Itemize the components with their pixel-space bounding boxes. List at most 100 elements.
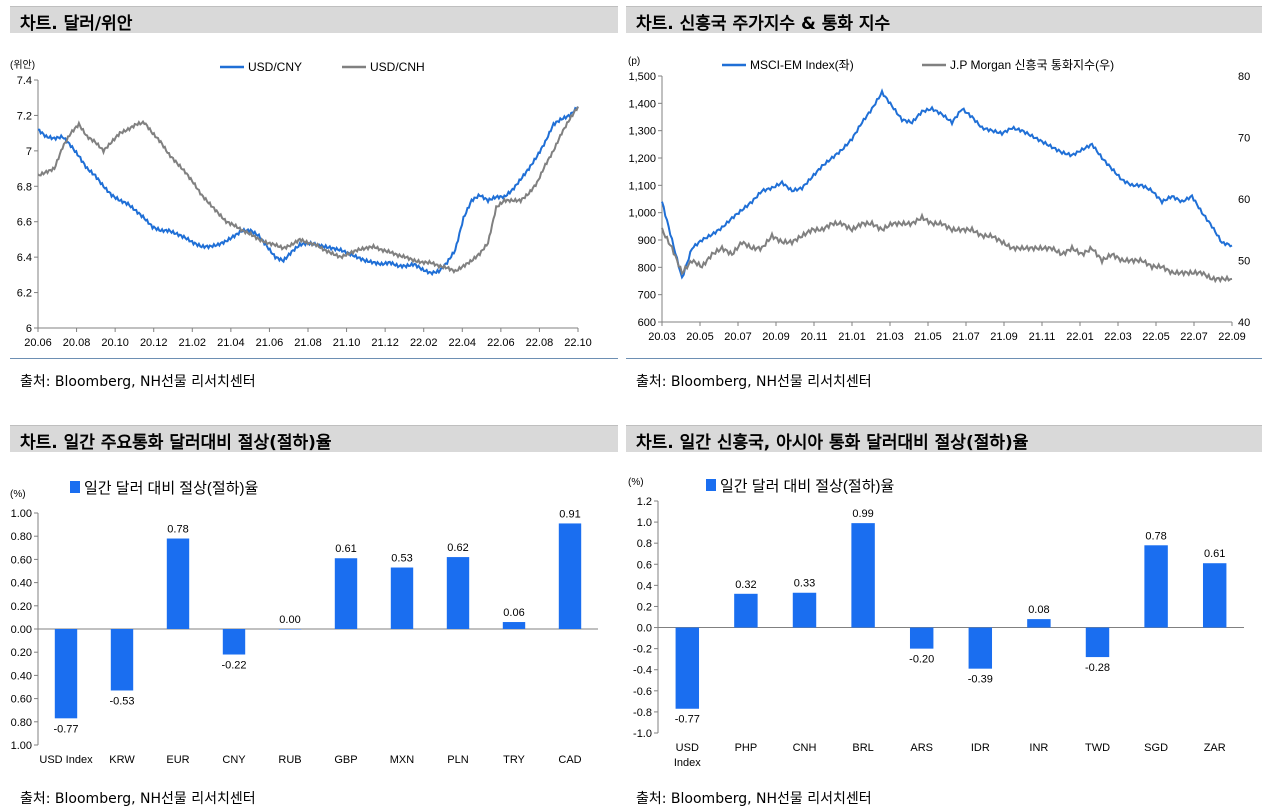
y2-tick-label: 60: [1238, 194, 1250, 206]
x-tick-label: 21.12: [371, 337, 399, 349]
y-tick-label: 1,300: [628, 126, 656, 138]
data-label: 0.99: [852, 508, 873, 520]
y-tick-label: 0.8: [637, 538, 652, 550]
category-label: KRW: [109, 754, 135, 766]
x-tick-label: 21.10: [333, 337, 361, 349]
bar: [222, 629, 246, 655]
x-tick-label: 20.03: [648, 331, 676, 343]
data-label: 0.08: [1028, 604, 1049, 616]
y-tick-label: -0.4: [633, 665, 652, 677]
x-tick-label: 21.01: [838, 331, 866, 343]
x-tick-label: 20.08: [63, 337, 91, 349]
legend-swatch: [70, 481, 80, 493]
y-tick-label: 0.0: [637, 623, 652, 635]
x-tick-label: 20.12: [140, 337, 168, 349]
y-tick-label: 1,100: [628, 180, 656, 192]
y-tick-label: 7.2: [17, 110, 32, 122]
y-tick-label: 7.4: [17, 75, 32, 87]
y-tick-label: 0.20: [11, 601, 32, 613]
y-tick-label: 1.2: [637, 496, 652, 508]
panel-header: 차트. 달러/위안: [10, 6, 618, 34]
x-tick-label: 22.02: [410, 337, 438, 349]
chart-container: (p) 600 700 800 900 1,000 1,100 1,200 1,300 1,400…: [626, 42, 1262, 367]
bar: [558, 523, 582, 629]
divider: [626, 358, 1262, 359]
x-tick-label: 21.04: [217, 337, 245, 349]
bar: [1027, 619, 1051, 628]
bar: [54, 629, 78, 719]
y-tick-label: 0.00: [11, 624, 32, 636]
data-label: 0.53: [391, 553, 412, 565]
y-tick-label: 600: [638, 317, 656, 329]
y-tick-label: 1,400: [628, 98, 656, 110]
x-tick-label: 22.03: [1104, 331, 1132, 343]
y-tick-label: 0.60: [11, 554, 32, 566]
category-label: MXN: [390, 754, 415, 766]
x-tick-label: 22.09: [1218, 331, 1246, 343]
category-label: Index: [674, 757, 701, 769]
y-axis-unit-label: (%): [628, 477, 644, 488]
x-tick-label: 20.11: [801, 331, 828, 343]
y2-tick-label: 80: [1238, 71, 1250, 83]
bar: [110, 629, 134, 691]
x-tick-label: 22.07: [1180, 331, 1208, 343]
category-label: CNY: [222, 754, 246, 766]
y-tick-label: 1.0: [637, 517, 652, 529]
chart-container: (%) -1.00 -0.80 -0.60 -0.40 -0.20 0.00 0.20 0.40…: [7, 461, 618, 783]
y-tick-label: 6.8: [17, 181, 32, 193]
panel-em-asia-currencies: 차트. 일간 신흥국, 아시아 통화 달러대비 절상(절하)율 (%) -1.0 -…: [626, 425, 1262, 811]
category-label: INR: [1029, 742, 1048, 754]
divider: [10, 358, 618, 359]
data-label: -0.53: [109, 695, 134, 707]
bar: [792, 592, 817, 628]
bar: [1202, 563, 1227, 628]
category-label: BRL: [852, 742, 873, 754]
source-note: 출처: Bloomberg, NH선물 리서치센터: [636, 791, 872, 807]
category-label: ZAR: [1204, 742, 1226, 754]
source-note: 출처: Bloomberg, NH선물 리서치센터: [636, 374, 872, 390]
x-tick-label: 21.06: [256, 337, 284, 349]
y-tick-label: -0.20: [10, 647, 32, 659]
y-tick-label: -0.60: [10, 694, 32, 706]
panel-header: 차트. 일간 주요통화 달러대비 절상(절하)율: [10, 425, 618, 453]
x-tick-label: 21.11: [1029, 331, 1056, 343]
panel-header: 차트. 신흥국 주가지수 & 통화 지수: [626, 6, 1262, 34]
y-tick-label: -0.2: [633, 644, 652, 656]
panel-title: 차트. 일간 주요통화 달러대비 절상(절하)율: [20, 433, 332, 453]
data-label: 0.78: [1145, 530, 1166, 542]
data-label: 0.61: [1204, 548, 1225, 560]
bar: [909, 627, 934, 649]
data-label: -0.39: [968, 674, 993, 686]
y-axis-unit-label: (%): [10, 489, 26, 500]
data-label: 0.32: [735, 579, 756, 591]
bar-chart-em-asia-currencies: (%) -1.0 -0.8 -0.6 -0.4 -0.2 0.0 0.2 0.4 0.6 0.8 1.…: [628, 477, 1244, 769]
data-label: -0.28: [1085, 662, 1110, 674]
bar: [1085, 627, 1110, 658]
x-tick-label: 22.05: [1142, 331, 1170, 343]
legend-label: MSCI-EM Index(좌): [750, 58, 854, 72]
series-line: [37, 106, 579, 275]
y-tick-label: 1,000: [628, 208, 656, 220]
panel-title: 차트. 신흥국 주가지수 & 통화 지수: [636, 14, 891, 34]
x-tick-label: 21.02: [179, 337, 207, 349]
data-label: -0.77: [675, 714, 700, 726]
y-tick-label: 1,500: [628, 71, 656, 83]
y-tick-label: -1.00: [10, 740, 32, 752]
panel-title: 차트. 일간 신흥국, 아시아 통화 달러대비 절상(절하)율: [636, 433, 1029, 453]
source-note: 출처: Bloomberg, NH선물 리서치센터: [20, 791, 256, 807]
data-label: -0.77: [53, 723, 78, 735]
y-axis-unit-label: (p): [628, 56, 640, 67]
y-tick-label: 6.6: [17, 217, 32, 229]
bar: [278, 629, 302, 630]
bar: [734, 593, 758, 628]
y-tick-label: 6.2: [17, 288, 32, 300]
series-line: [661, 88, 1233, 280]
y-tick-label: 900: [638, 235, 656, 247]
y2-tick-label: 50: [1238, 256, 1250, 268]
category-label: RUB: [278, 754, 301, 766]
x-tick-label: 20.09: [762, 331, 790, 343]
bar: [502, 622, 526, 629]
y-tick-label: 6.4: [17, 252, 32, 264]
category-label: CNH: [793, 742, 817, 754]
legend-label: USD/CNY: [248, 60, 302, 74]
